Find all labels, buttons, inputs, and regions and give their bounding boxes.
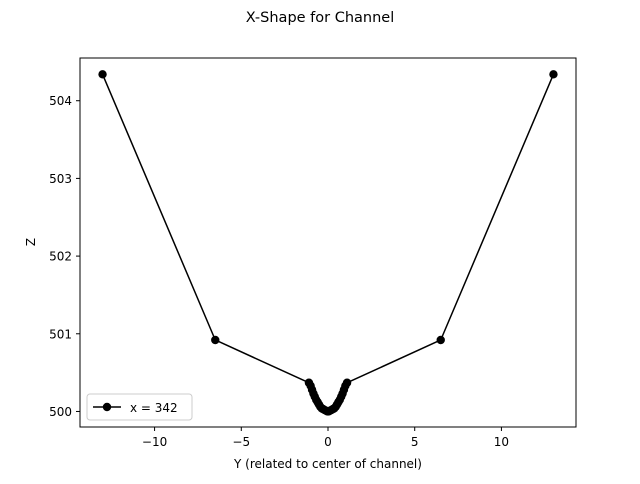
y-tick-label: 503 (49, 172, 72, 186)
x-tick-label: −10 (142, 435, 167, 449)
y-tick-label: 504 (49, 94, 72, 108)
y-tick-label: 500 (49, 405, 72, 419)
y-axis-label: Z (24, 238, 38, 246)
data-point (342, 378, 352, 387)
legend-marker-swatch (102, 402, 112, 412)
legend-entry-label: x = 342 (130, 401, 178, 415)
data-point (211, 335, 220, 345)
legend: x = 342 (86, 393, 193, 421)
plot-area (98, 70, 558, 416)
chart-title: X-Shape for Channel (246, 10, 395, 26)
x-tick-label: 0 (324, 435, 332, 449)
x-tick-label: 10 (494, 435, 509, 449)
legend-box (86, 393, 193, 421)
data-point (98, 70, 107, 79)
x-axis-label: Y (related to center of channel) (233, 457, 422, 471)
y-tick-label: 501 (49, 327, 72, 341)
x-axis: −10 −5 0 5 10 (142, 427, 509, 449)
y-axis: 500 501 502 503 504 (49, 94, 80, 419)
data-point (549, 70, 558, 79)
data-point (436, 335, 445, 345)
y-tick-label: 502 (49, 250, 72, 264)
x-tick-label: 5 (411, 435, 419, 449)
x-tick-label: −5 (232, 435, 250, 449)
